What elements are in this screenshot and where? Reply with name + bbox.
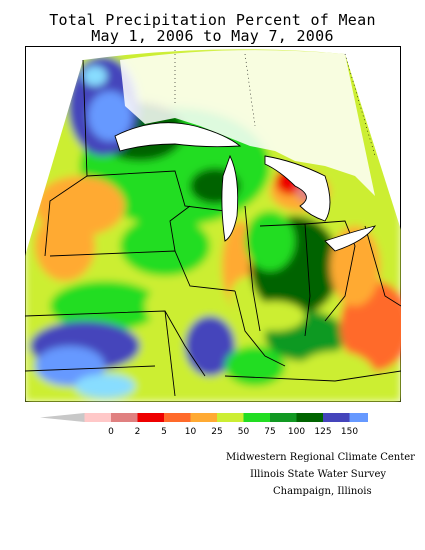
legend-swatch	[296, 413, 323, 422]
legend-label: 75	[264, 427, 275, 437]
legend-label: 125	[314, 427, 331, 437]
legend-swatch	[137, 413, 164, 422]
precipitation-map	[25, 46, 401, 402]
legend-label: 0	[108, 427, 114, 437]
legend-swatch	[217, 413, 244, 422]
credit-line-3: Champaign, Illinois	[273, 486, 372, 497]
legend-label: 150	[341, 427, 358, 437]
legend-label: 5	[161, 427, 167, 437]
graticule	[174, 50, 376, 157]
legend-swatch	[270, 413, 297, 422]
legend-colorbar: 02510255075100125150175200	[40, 413, 368, 437]
map-title-line2: May 1, 2006 to May 7, 2006	[91, 27, 334, 45]
legend-label: 10	[185, 427, 197, 437]
legend-swatch	[40, 413, 85, 422]
legend-swatch	[323, 413, 350, 422]
legend-label: 50	[238, 427, 250, 437]
credit-line-2: Illinois State Water Survey	[250, 469, 387, 480]
legend-label: 25	[211, 427, 222, 437]
state-boundaries	[25, 59, 401, 397]
legend-label: 2	[135, 427, 141, 437]
legend-label: 175	[367, 427, 368, 437]
great-lakes	[114, 122, 377, 252]
legend-swatch	[349, 413, 368, 422]
legend-swatch	[84, 413, 111, 422]
legend-label: 100	[288, 427, 305, 437]
legend-swatch	[190, 413, 217, 422]
legend-swatch	[111, 413, 138, 422]
legend-swatch	[243, 413, 270, 422]
credit-line-1: Midwestern Regional Climate Center	[226, 452, 415, 463]
map-title-line1: Total Precipitation Percent of Mean	[49, 11, 376, 29]
legend-swatch	[164, 413, 191, 422]
